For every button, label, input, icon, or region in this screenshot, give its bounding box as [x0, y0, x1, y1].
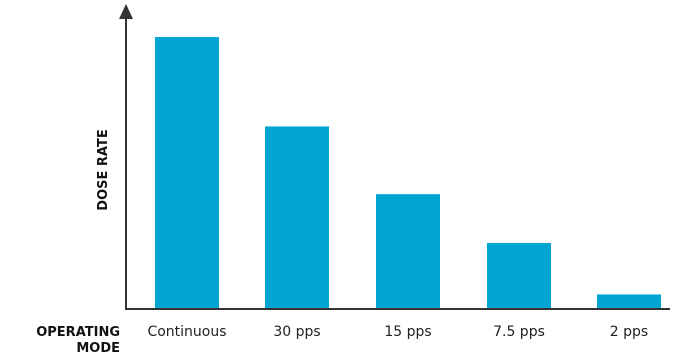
y-axis-title: DOSE RATE	[96, 129, 111, 210]
x-axis-title-line-2: MODE	[76, 341, 120, 356]
x-tick-label-2: 15 pps	[384, 324, 431, 340]
bar-1	[265, 126, 329, 309]
x-tick-label-0: Continuous	[147, 324, 226, 340]
x-tick-label-1: 30 pps	[273, 324, 320, 340]
bar-0	[155, 37, 219, 308]
x-axis-title-line-1: OPERATING	[36, 325, 120, 340]
x-tick-label-3: 7.5 pps	[493, 324, 545, 340]
bar-4	[597, 294, 661, 308]
bars-group	[155, 37, 661, 309]
y-axis-arrow-icon	[119, 4, 133, 19]
bar-2	[376, 194, 440, 308]
x-tick-labels: Continuous 30 pps 15 pps 7.5 pps 2 pps	[147, 324, 648, 340]
x-tick-label-4: 2 pps	[610, 324, 648, 340]
bar-3	[487, 242, 551, 308]
